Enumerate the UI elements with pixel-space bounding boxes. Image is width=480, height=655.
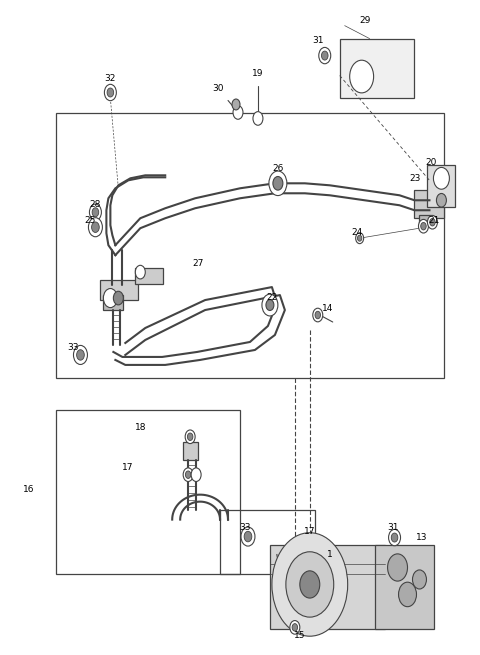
Circle shape bbox=[412, 570, 426, 589]
Text: 13: 13 bbox=[416, 533, 427, 542]
Bar bbox=[420, 215, 432, 225]
Bar bbox=[56, 410, 240, 574]
Bar bbox=[56, 113, 444, 378]
Circle shape bbox=[233, 105, 243, 119]
Circle shape bbox=[183, 468, 193, 481]
Circle shape bbox=[430, 219, 435, 226]
Bar bbox=[374, 544, 434, 629]
Text: 33: 33 bbox=[239, 523, 251, 532]
Text: 33: 33 bbox=[68, 343, 79, 352]
Circle shape bbox=[107, 88, 114, 97]
Circle shape bbox=[273, 176, 283, 190]
Text: 30: 30 bbox=[212, 84, 224, 93]
Text: 26: 26 bbox=[272, 164, 284, 173]
Text: 21: 21 bbox=[429, 215, 440, 225]
Bar bbox=[100, 280, 138, 300]
Circle shape bbox=[300, 571, 320, 598]
Bar bbox=[415, 191, 444, 218]
Circle shape bbox=[185, 430, 195, 443]
Circle shape bbox=[272, 533, 348, 636]
Circle shape bbox=[433, 168, 449, 189]
Circle shape bbox=[73, 345, 87, 364]
Circle shape bbox=[428, 215, 437, 229]
Text: 27: 27 bbox=[192, 259, 204, 268]
Circle shape bbox=[135, 265, 145, 279]
Circle shape bbox=[269, 171, 287, 196]
Circle shape bbox=[387, 554, 408, 581]
Circle shape bbox=[419, 219, 429, 233]
Circle shape bbox=[292, 624, 298, 631]
Circle shape bbox=[92, 208, 99, 217]
Text: 25: 25 bbox=[85, 215, 96, 225]
Text: 31: 31 bbox=[312, 36, 324, 45]
Text: 16: 16 bbox=[23, 485, 35, 494]
Text: 14: 14 bbox=[322, 303, 334, 312]
Circle shape bbox=[244, 531, 252, 542]
Text: 19: 19 bbox=[252, 69, 264, 78]
Circle shape bbox=[391, 533, 398, 542]
Text: 1: 1 bbox=[327, 550, 333, 559]
Circle shape bbox=[232, 99, 240, 110]
Circle shape bbox=[356, 233, 364, 244]
Bar bbox=[340, 39, 415, 98]
Circle shape bbox=[290, 620, 300, 634]
Text: 17: 17 bbox=[121, 463, 133, 472]
Circle shape bbox=[191, 468, 201, 481]
Circle shape bbox=[389, 529, 400, 546]
Circle shape bbox=[92, 222, 99, 233]
Circle shape bbox=[398, 582, 417, 607]
Text: 15: 15 bbox=[294, 631, 306, 640]
Circle shape bbox=[358, 235, 362, 241]
Text: 29: 29 bbox=[359, 16, 371, 25]
Circle shape bbox=[187, 433, 193, 441]
Circle shape bbox=[350, 60, 373, 93]
Circle shape bbox=[313, 309, 323, 322]
Circle shape bbox=[77, 350, 84, 360]
Circle shape bbox=[262, 294, 278, 316]
Text: 18: 18 bbox=[134, 423, 146, 432]
Bar bbox=[220, 510, 315, 574]
Text: 22: 22 bbox=[266, 293, 277, 301]
Circle shape bbox=[315, 311, 321, 319]
Circle shape bbox=[281, 557, 289, 568]
Circle shape bbox=[253, 111, 263, 125]
Circle shape bbox=[241, 527, 255, 546]
Circle shape bbox=[185, 471, 191, 478]
Circle shape bbox=[322, 51, 328, 60]
Circle shape bbox=[113, 291, 123, 305]
Bar bbox=[428, 165, 456, 207]
Bar bbox=[270, 544, 384, 629]
Circle shape bbox=[88, 217, 102, 236]
Circle shape bbox=[103, 289, 117, 308]
Text: 31: 31 bbox=[387, 523, 398, 532]
Text: 20: 20 bbox=[426, 158, 437, 167]
Circle shape bbox=[436, 193, 446, 207]
Text: 23: 23 bbox=[410, 174, 421, 183]
Circle shape bbox=[286, 552, 334, 617]
Text: 28: 28 bbox=[90, 200, 101, 209]
Circle shape bbox=[89, 204, 101, 221]
Bar bbox=[103, 295, 123, 310]
Text: 24: 24 bbox=[351, 228, 362, 236]
Circle shape bbox=[104, 84, 116, 101]
Text: 17: 17 bbox=[304, 527, 315, 536]
Bar bbox=[183, 441, 198, 460]
Circle shape bbox=[421, 223, 426, 230]
Circle shape bbox=[266, 299, 274, 310]
Circle shape bbox=[319, 47, 331, 64]
Bar bbox=[135, 268, 163, 284]
Text: 32: 32 bbox=[105, 74, 116, 83]
